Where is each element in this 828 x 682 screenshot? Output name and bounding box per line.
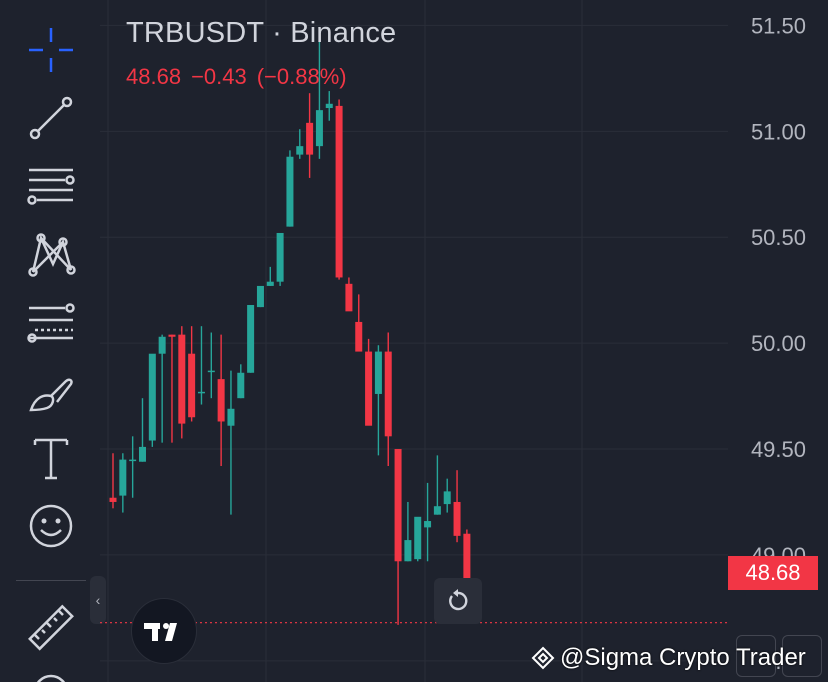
candle-body: [276, 232, 284, 282]
candle-body: [256, 285, 264, 308]
y-tick-label: 51.00: [751, 119, 806, 144]
reset-chart-button[interactable]: [434, 578, 482, 624]
candle-body: [138, 446, 146, 462]
candle-body: [178, 334, 186, 424]
watermark: @Sigma Crypto Trader: [530, 644, 806, 672]
reset-icon: [449, 589, 468, 611]
candle-body: [119, 459, 127, 496]
candle-body: [345, 283, 353, 312]
candle-body: [129, 459, 137, 462]
candle-body: [355, 321, 363, 352]
price-change-percent: (−0.88%): [256, 64, 347, 89]
candle-body: [237, 372, 245, 399]
candle-body: [207, 370, 215, 373]
pattern-icon[interactable]: [22, 225, 80, 283]
candle-body: [394, 449, 402, 562]
binance-icon: [531, 646, 555, 670]
crosshair-icon[interactable]: [22, 21, 80, 79]
y-tick-label: 51.50: [751, 13, 806, 38]
candle-body: [109, 497, 117, 502]
candle-body: [424, 521, 432, 528]
drawing-toolbar: [0, 0, 100, 682]
text-icon[interactable]: [22, 429, 80, 487]
candle-body: [227, 408, 235, 426]
y-tick-label: 50.00: [751, 331, 806, 356]
collapse-toolbar-button[interactable]: ‹: [90, 576, 106, 624]
candle-body: [365, 351, 373, 426]
price-change-line: 48.68 −0.43 (−0.88%): [126, 64, 357, 90]
scale-button-left[interactable]: [736, 635, 776, 677]
candle-body: [374, 351, 382, 394]
candle-body: [306, 122, 314, 155]
candle-body: [217, 379, 225, 422]
candle-body: [325, 103, 333, 109]
candle-body: [158, 336, 166, 354]
candle-body: [247, 304, 255, 373]
ruler-icon[interactable]: [22, 600, 80, 658]
symbol-title: TRBUSDT · Binance: [126, 17, 397, 49]
magnet-icon[interactable]: [22, 664, 80, 682]
candle-body: [414, 516, 422, 560]
candle-body: [453, 501, 461, 536]
candle-body: [296, 146, 304, 155]
candle-body: [188, 353, 196, 418]
y-tick-label: 49.50: [751, 437, 806, 462]
price-change-value: −0.43: [191, 64, 247, 89]
candle-body: [404, 540, 412, 562]
candle-body: [168, 334, 176, 337]
brush-icon[interactable]: [22, 361, 80, 419]
last-price-value: 48.68: [126, 64, 182, 89]
candle-body: [443, 491, 451, 505]
fib-lines-icon[interactable]: [22, 293, 80, 351]
candle-body: [266, 281, 274, 286]
trend-line-icon[interactable]: [22, 89, 80, 147]
candle-body: [384, 351, 392, 437]
candle-body: [197, 391, 205, 394]
candle-body: [286, 156, 294, 227]
candle-body: [335, 105, 343, 278]
candle-body: [433, 506, 441, 515]
toolbar-divider: [16, 580, 86, 581]
y-tick-label: 50.50: [751, 225, 806, 250]
emoji-icon[interactable]: [22, 497, 80, 555]
last-price-label: 48.68: [728, 556, 818, 590]
tradingview-logo[interactable]: [131, 598, 197, 664]
candle-body: [315, 110, 323, 147]
watermark-text: @Sigma Crypto Trader: [560, 644, 806, 671]
scale-button-right[interactable]: [782, 635, 822, 677]
horizontal-lines-icon[interactable]: [22, 157, 80, 215]
candle-body: [148, 353, 156, 441]
